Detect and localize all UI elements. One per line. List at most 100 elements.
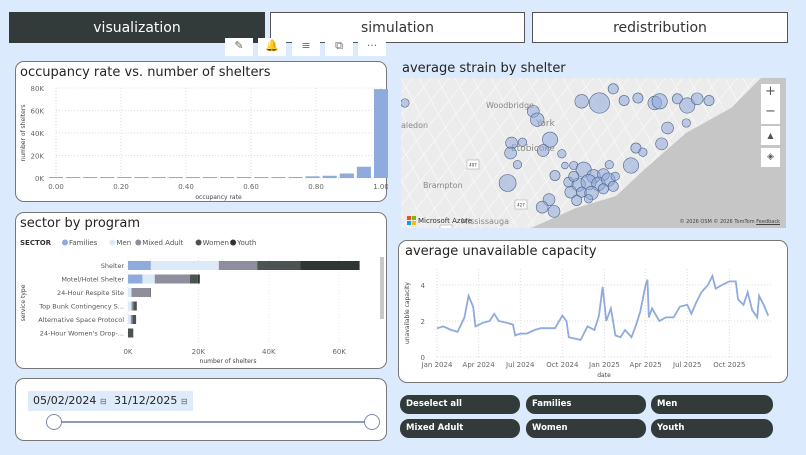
stacked-bar-segment bbox=[257, 261, 301, 270]
stacked-bar-segment bbox=[128, 328, 134, 338]
tab-redistribution[interactable]: redistribution bbox=[532, 12, 788, 43]
shelter-bubble[interactable] bbox=[504, 146, 517, 160]
calendar-icon: ⊟ bbox=[180, 397, 188, 406]
shelter-bubble[interactable] bbox=[584, 194, 594, 204]
scrollbar-thumb[interactable] bbox=[380, 257, 384, 319]
stacked-bar-segment bbox=[218, 261, 258, 270]
legend-item: Families bbox=[69, 239, 98, 247]
shelter-bubble[interactable] bbox=[661, 121, 674, 135]
slider-track[interactable] bbox=[54, 421, 372, 423]
shelter-bubble[interactable] bbox=[618, 95, 630, 106]
shelter-bubble[interactable] bbox=[549, 170, 561, 181]
microsoft-azure-logo: Microsoft Azure bbox=[407, 216, 472, 225]
shelter-bubble[interactable] bbox=[651, 93, 668, 110]
street bbox=[490, 78, 572, 228]
shelter-bubble[interactable] bbox=[690, 92, 704, 106]
legend-item: Women bbox=[203, 239, 229, 247]
tab-simulation[interactable]: simulation bbox=[270, 12, 525, 43]
y-tick-label: 0K bbox=[35, 175, 44, 183]
street bbox=[401, 78, 482, 228]
shelter-bubble[interactable] bbox=[401, 98, 410, 108]
map[interactable]: Woodbridge York aledon Brampton Etobicoke Mis… bbox=[401, 78, 786, 228]
youth-button[interactable]: Youth bbox=[651, 419, 773, 438]
shelter-bubble[interactable] bbox=[512, 160, 523, 170]
tab-visualization[interactable]: visualization bbox=[9, 12, 265, 43]
end-date-input[interactable]: 31/12/2025 ⊟ bbox=[109, 391, 193, 411]
slider-end-handle[interactable] bbox=[364, 414, 380, 430]
x-axis-label: date bbox=[597, 372, 611, 379]
histogram-bar bbox=[288, 177, 303, 178]
filter-icon[interactable]: ≡ bbox=[292, 38, 320, 56]
shelter-bubble[interactable] bbox=[571, 195, 583, 206]
y-axis-label: service type bbox=[20, 284, 27, 321]
women-button[interactable]: Women bbox=[526, 419, 646, 438]
histogram-panel: occupancy rate vs. number of shelters 0K… bbox=[15, 61, 388, 202]
shelter-bubble[interactable] bbox=[597, 183, 609, 195]
y-tick-label: 80K bbox=[31, 85, 45, 93]
feedback-link[interactable]: Feedback bbox=[756, 219, 780, 225]
shelter-bubble[interactable] bbox=[681, 118, 691, 128]
shelter-bubble[interactable] bbox=[530, 112, 545, 127]
shelter-bubble[interactable] bbox=[679, 97, 696, 114]
stacked-bar-chart: SECTOR Families Men Mixed Adult Women Youth 0K… bbox=[20, 239, 384, 365]
shelter-bubble[interactable] bbox=[535, 200, 549, 214]
focus-mode-icon[interactable]: ⧉ bbox=[325, 38, 353, 56]
place-label: York bbox=[535, 119, 556, 129]
shelter-bubble[interactable] bbox=[574, 94, 589, 109]
men-button[interactable]: Men bbox=[651, 395, 773, 414]
shelter-bubble[interactable] bbox=[607, 83, 619, 95]
shelter-bubble[interactable] bbox=[604, 160, 614, 170]
zoom-in-button[interactable]: + bbox=[765, 84, 776, 99]
start-date-input[interactable]: 05/02/2024 ⊟ bbox=[28, 391, 112, 411]
stacked-bar-segment bbox=[130, 315, 133, 324]
deselect-all-button[interactable]: Deselect all bbox=[400, 395, 520, 414]
legend-title: SECTOR bbox=[20, 239, 52, 247]
shelter-bubble[interactable] bbox=[607, 180, 619, 192]
shelter-bubble[interactable] bbox=[638, 147, 648, 157]
compass-button[interactable]: ◈ bbox=[761, 148, 780, 167]
shelter-bubble[interactable] bbox=[568, 170, 580, 182]
families-button[interactable]: Families bbox=[526, 395, 646, 414]
x-tick-label: 0.00 bbox=[48, 183, 64, 191]
shelter-bubble[interactable] bbox=[610, 171, 620, 181]
shelter-bubble[interactable] bbox=[623, 157, 639, 174]
bell-icon[interactable]: 🔔 bbox=[258, 38, 286, 56]
more-options-icon[interactable]: ··· bbox=[358, 38, 386, 56]
shelter-bubble[interactable] bbox=[517, 137, 527, 147]
shelter-bubble[interactable] bbox=[547, 205, 561, 218]
shelter-bubble[interactable] bbox=[672, 93, 683, 105]
x-tick-label: 1.00 bbox=[373, 183, 388, 191]
street bbox=[401, 78, 450, 139]
street bbox=[401, 178, 428, 228]
shelter-bubble[interactable] bbox=[542, 131, 559, 148]
shelter-bubble[interactable] bbox=[557, 149, 567, 159]
pin-icon[interactable]: ✎ bbox=[225, 38, 253, 56]
stacked-bar-segment bbox=[150, 288, 151, 297]
histogram-bar bbox=[151, 177, 166, 178]
stacked-bar-segment bbox=[128, 274, 143, 284]
highway-shield bbox=[514, 199, 528, 210]
x-tick-label: Apr 2024 bbox=[463, 361, 496, 369]
shelter-bubble[interactable] bbox=[536, 144, 550, 157]
place-label: Brampton bbox=[423, 181, 463, 190]
shelter-bubble[interactable] bbox=[655, 137, 668, 151]
brand-text: Microsoft Azure bbox=[418, 216, 473, 225]
highway-number: 407 bbox=[469, 163, 477, 168]
shelter-bubble[interactable] bbox=[498, 174, 517, 192]
mixed-adult-button[interactable]: Mixed Adult bbox=[400, 419, 520, 438]
shelter-bubble[interactable] bbox=[632, 92, 644, 104]
tilt-button[interactable]: ▲ bbox=[761, 126, 780, 145]
shelter-bubble[interactable] bbox=[588, 92, 610, 114]
x-tick-label: Jan 2025 bbox=[588, 361, 620, 369]
shelter-bubble[interactable] bbox=[703, 95, 715, 106]
shelter-bubble[interactable] bbox=[561, 161, 569, 170]
street bbox=[401, 78, 504, 207]
stacked-bar-segment bbox=[128, 288, 132, 297]
histogram-bar bbox=[305, 176, 320, 178]
zoom-out-button[interactable]: − bbox=[765, 104, 776, 119]
slider-start-handle[interactable] bbox=[46, 414, 62, 430]
microsoft-logo-icon bbox=[407, 216, 416, 225]
histogram-bar bbox=[100, 177, 115, 178]
y-axis-label: number of shelters bbox=[20, 105, 27, 162]
